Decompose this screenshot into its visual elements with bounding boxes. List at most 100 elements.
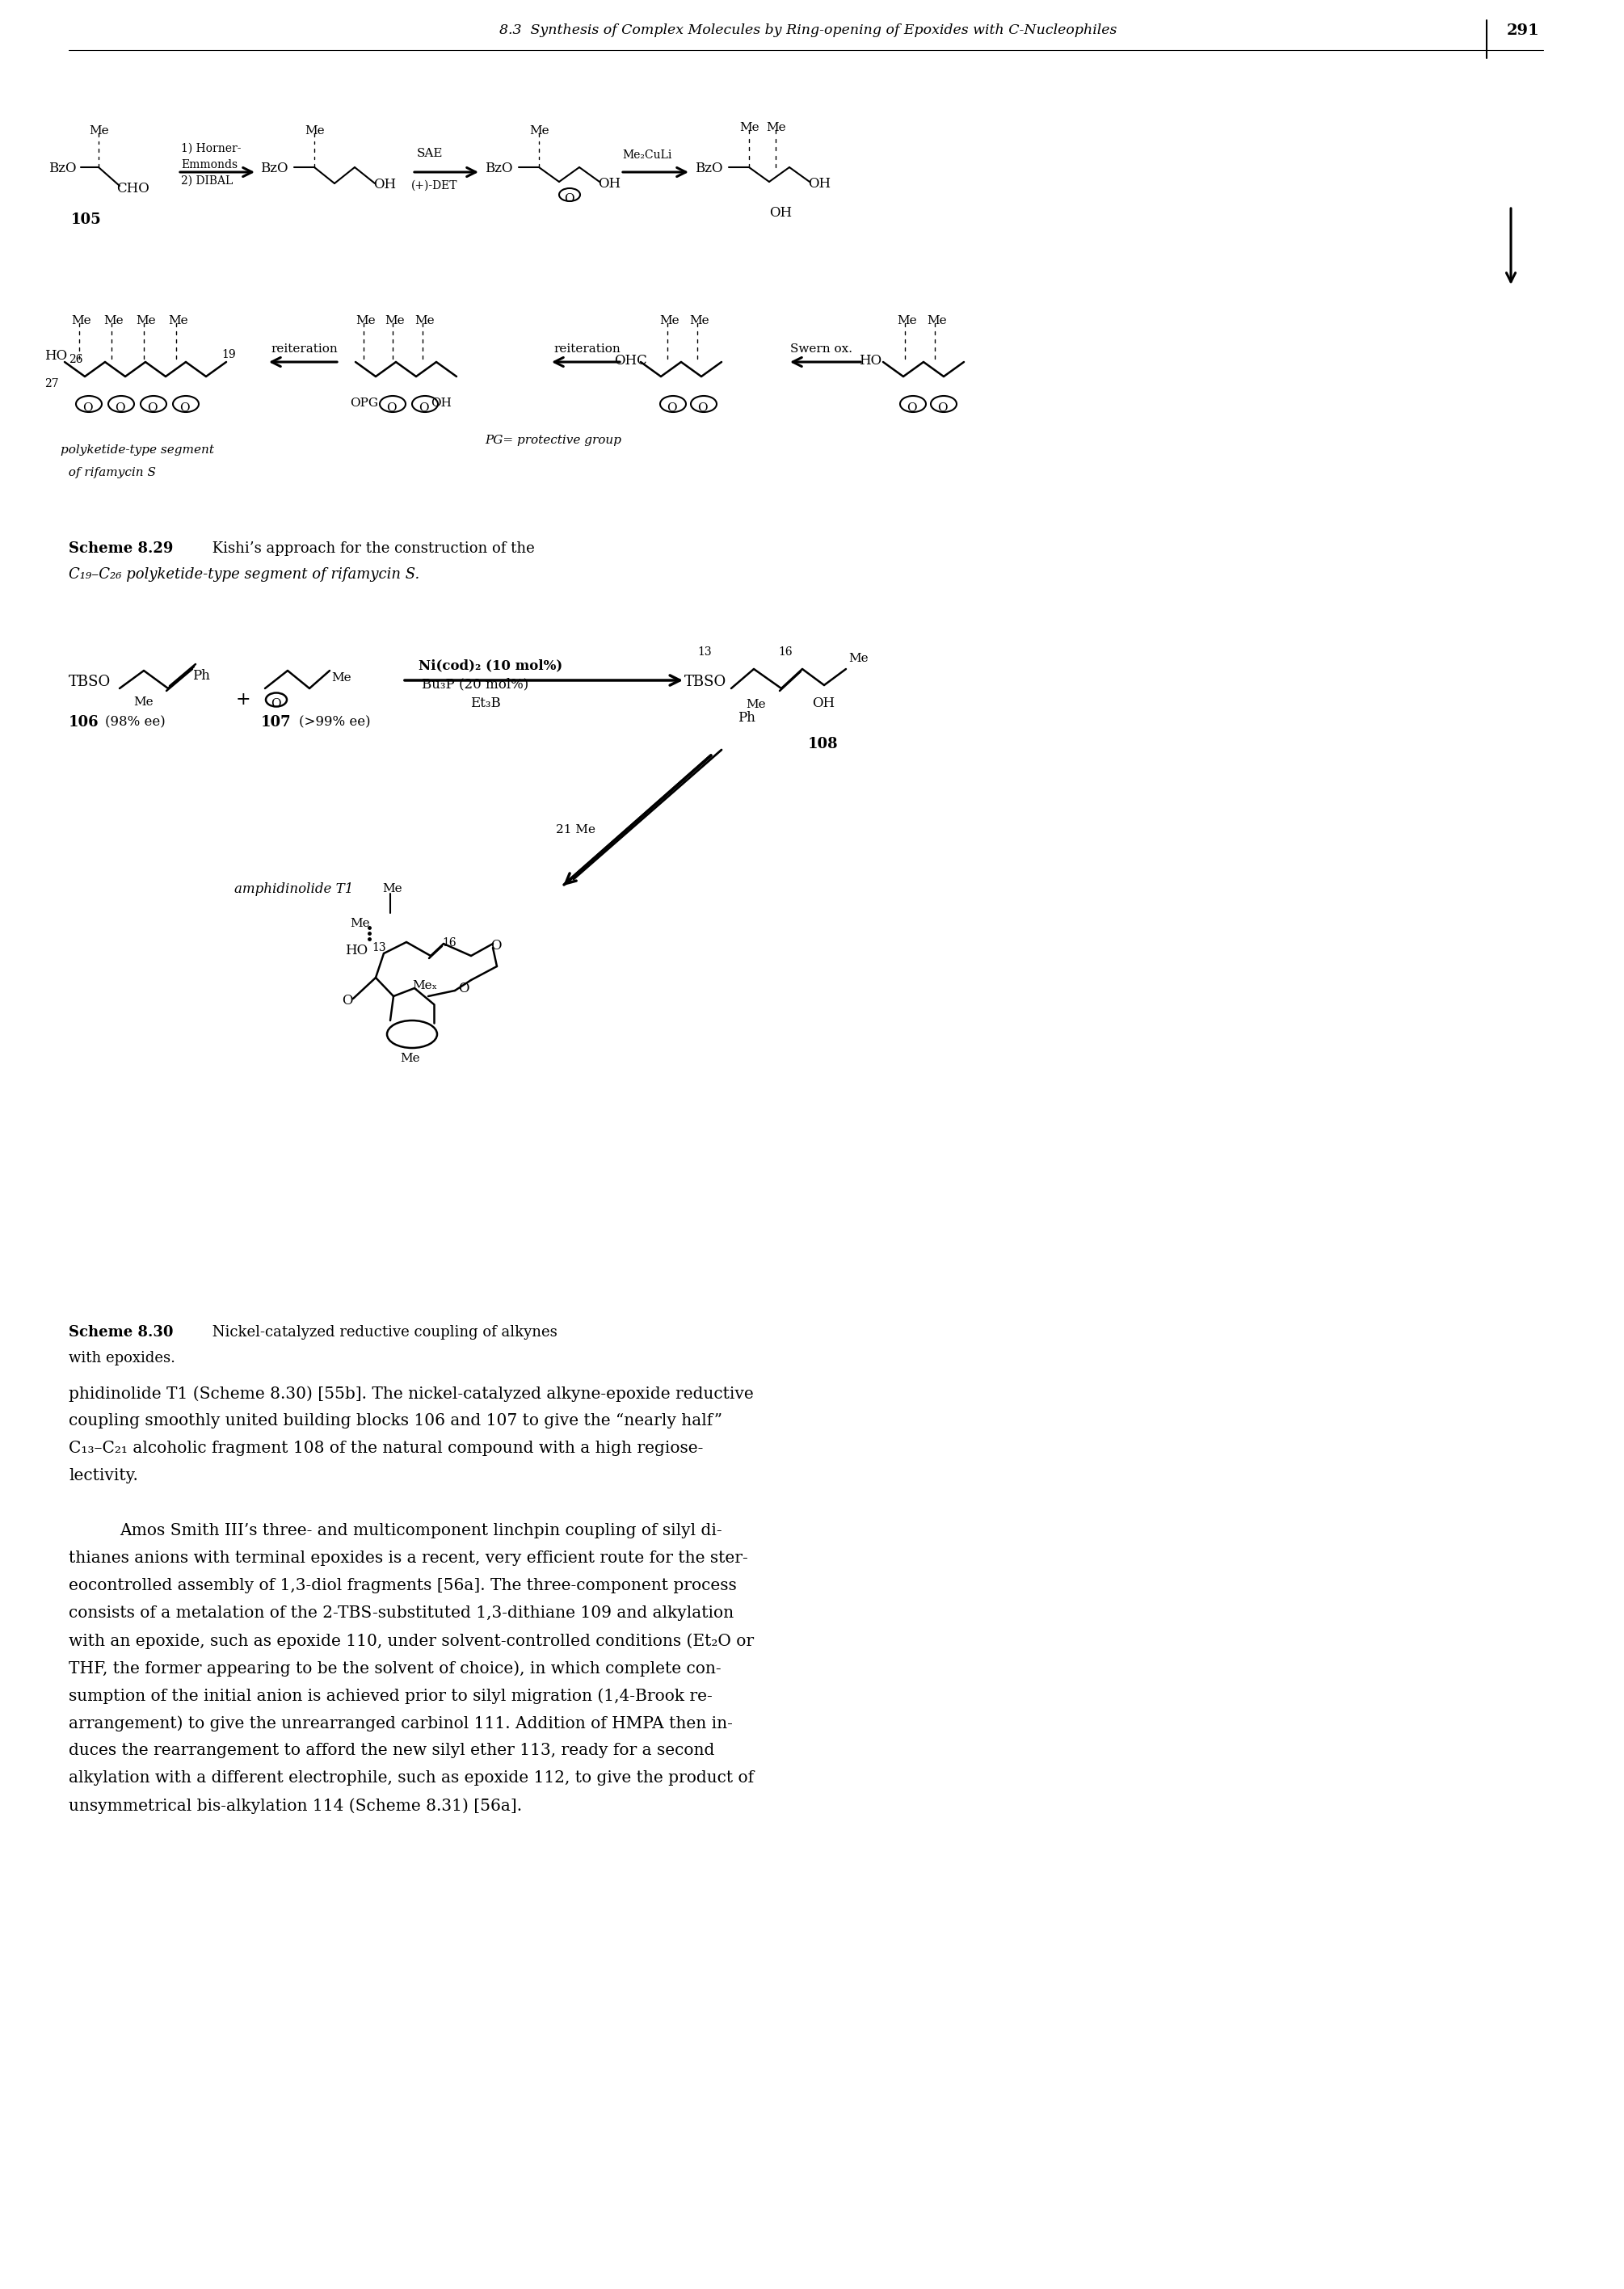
Text: HO: HO bbox=[859, 355, 882, 369]
Text: Me: Me bbox=[71, 316, 91, 327]
Text: 291: 291 bbox=[1507, 23, 1540, 39]
Text: CHO: CHO bbox=[117, 181, 149, 195]
Text: consists of a metalation of the 2-TBS-substituted 1,3-dithiane 109 and alkylatio: consists of a metalation of the 2-TBS-su… bbox=[68, 1605, 734, 1621]
Text: TBSO: TBSO bbox=[68, 675, 110, 689]
Text: Me: Me bbox=[767, 121, 786, 133]
Text: 106: 106 bbox=[68, 714, 99, 730]
Text: O: O bbox=[341, 993, 352, 1007]
Text: Me: Me bbox=[305, 126, 325, 137]
Text: Kishi’s approach for the construction of the: Kishi’s approach for the construction of… bbox=[208, 540, 534, 556]
Text: with epoxides.: with epoxides. bbox=[68, 1351, 175, 1367]
Text: Me: Me bbox=[848, 652, 869, 664]
Text: polyketide-type segment: polyketide-type segment bbox=[60, 444, 214, 456]
Text: O: O bbox=[906, 403, 916, 414]
Text: 19: 19 bbox=[221, 348, 235, 359]
Text: OH: OH bbox=[812, 696, 835, 710]
Text: O: O bbox=[490, 938, 502, 952]
Text: TBSO: TBSO bbox=[684, 675, 726, 689]
Text: Me: Me bbox=[382, 884, 403, 895]
Text: BzO: BzO bbox=[695, 163, 723, 176]
Text: coupling smoothly united building blocks 106 and 107 to give the “nearly half”: coupling smoothly united building blocks… bbox=[68, 1412, 723, 1428]
Text: 13: 13 bbox=[697, 645, 711, 657]
Text: arrangement) to give the unrearranged carbinol 111. Addition of HMPA then in-: arrangement) to give the unrearranged ca… bbox=[68, 1714, 732, 1730]
Text: Emmonds: Emmonds bbox=[180, 160, 237, 169]
Text: Me: Me bbox=[927, 316, 947, 327]
Text: OPG: OPG bbox=[349, 398, 378, 410]
Text: 26: 26 bbox=[68, 355, 83, 366]
Text: Me: Me bbox=[331, 673, 351, 684]
Text: 13: 13 bbox=[372, 943, 387, 955]
Text: Amos Smith III’s three- and multicomponent linchpin coupling of silyl di-: Amos Smith III’s three- and multicompone… bbox=[120, 1522, 723, 1538]
Text: Nickel-catalyzed reductive coupling of alkynes: Nickel-catalyzed reductive coupling of a… bbox=[208, 1325, 557, 1339]
Text: Me: Me bbox=[356, 316, 375, 327]
Text: O: O bbox=[564, 192, 575, 204]
Text: HO: HO bbox=[44, 348, 67, 362]
Text: Me: Me bbox=[529, 126, 549, 137]
Text: 16: 16 bbox=[442, 936, 456, 948]
Text: O: O bbox=[937, 403, 947, 414]
Text: O: O bbox=[697, 403, 708, 414]
Text: 21 Me: 21 Me bbox=[555, 824, 596, 835]
Text: lectivity.: lectivity. bbox=[68, 1467, 138, 1483]
Text: sumption of the initial anion is achieved prior to silyl migration (1,4-Brook re: sumption of the initial anion is achieve… bbox=[68, 1687, 713, 1703]
Text: Bu₃P (20 mol%): Bu₃P (20 mol%) bbox=[422, 678, 528, 691]
Text: with an epoxide, such as epoxide 110, under solvent-controlled conditions (Et₂O : with an epoxide, such as epoxide 110, un… bbox=[68, 1632, 754, 1648]
Text: THF, the former appearing to be the solvent of choice), in which complete con-: THF, the former appearing to be the solv… bbox=[68, 1660, 721, 1676]
Text: Me: Me bbox=[689, 316, 710, 327]
Text: Me₂CuLi: Me₂CuLi bbox=[622, 149, 672, 160]
Text: Me: Me bbox=[745, 698, 765, 710]
Text: O: O bbox=[83, 403, 93, 414]
Text: of rifamycin S: of rifamycin S bbox=[60, 467, 156, 478]
Text: Swern ox.: Swern ox. bbox=[791, 343, 853, 355]
Text: Ph: Ph bbox=[192, 668, 209, 682]
Text: 1) Horner-: 1) Horner- bbox=[180, 142, 242, 153]
Text: duces the rearrangement to afford the new silyl ether 113, ready for a second: duces the rearrangement to afford the ne… bbox=[68, 1742, 715, 1758]
Text: 27: 27 bbox=[44, 378, 58, 389]
Text: Me: Me bbox=[136, 316, 156, 327]
Text: 108: 108 bbox=[809, 737, 838, 751]
Text: phidinolide T1 (Scheme 8.30) [55b]. The nickel-catalyzed alkyne-epoxide reductiv: phidinolide T1 (Scheme 8.30) [55b]. The … bbox=[68, 1385, 754, 1401]
Text: Scheme 8.29: Scheme 8.29 bbox=[68, 540, 174, 556]
Text: Me: Me bbox=[896, 316, 916, 327]
Text: Me: Me bbox=[167, 316, 188, 327]
Text: O: O bbox=[271, 698, 281, 710]
Text: (>99% ee): (>99% ee) bbox=[299, 714, 370, 728]
Text: Me: Me bbox=[659, 316, 679, 327]
Text: OH: OH bbox=[770, 206, 793, 220]
Text: C₁₉–C₂₆ polyketide-type segment of rifamycin S.: C₁₉–C₂₆ polyketide-type segment of rifam… bbox=[68, 568, 419, 581]
Text: 16: 16 bbox=[778, 645, 793, 657]
Text: O: O bbox=[115, 403, 125, 414]
Text: BzO: BzO bbox=[49, 163, 76, 176]
Text: OH: OH bbox=[598, 176, 620, 190]
Text: OH: OH bbox=[430, 398, 451, 410]
Text: C₁₃–C₂₁ alcoholic fragment 108 of the natural compound with a high regiose-: C₁₃–C₂₁ alcoholic fragment 108 of the na… bbox=[68, 1440, 703, 1456]
Text: O: O bbox=[458, 982, 469, 996]
Text: HO: HO bbox=[344, 943, 367, 957]
Text: Me: Me bbox=[414, 316, 434, 327]
Text: SAE: SAE bbox=[417, 149, 443, 160]
Text: Me: Me bbox=[89, 126, 109, 137]
Text: BzO: BzO bbox=[260, 163, 287, 176]
Text: BzO: BzO bbox=[486, 163, 513, 176]
Text: thianes anions with terminal epoxides is a recent, very efficient route for the : thianes anions with terminal epoxides is… bbox=[68, 1550, 749, 1566]
Text: 105: 105 bbox=[71, 213, 102, 227]
Text: eocontrolled assembly of 1,3-diol fragments [56a]. The three-component process: eocontrolled assembly of 1,3-diol fragme… bbox=[68, 1577, 737, 1593]
Text: reiteration: reiteration bbox=[271, 343, 338, 355]
Text: (+)-DET: (+)-DET bbox=[411, 181, 458, 192]
Text: Et₃B: Et₃B bbox=[471, 696, 500, 710]
Text: O: O bbox=[387, 403, 396, 414]
Text: Ni(cod)₂ (10 mol%): Ni(cod)₂ (10 mol%) bbox=[419, 659, 562, 673]
Text: Me: Me bbox=[104, 316, 123, 327]
Text: 8.3  Synthesis of Complex Molecules by Ring-opening of Epoxides with C-Nucleophi: 8.3 Synthesis of Complex Molecules by Ri… bbox=[499, 23, 1117, 37]
Text: Me: Me bbox=[739, 121, 758, 133]
Text: O: O bbox=[148, 403, 158, 414]
Text: O: O bbox=[666, 403, 677, 414]
Text: amphidinolide T1: amphidinolide T1 bbox=[234, 881, 354, 895]
Text: 107: 107 bbox=[261, 714, 291, 730]
Text: 2) DIBAL: 2) DIBAL bbox=[180, 176, 232, 188]
Text: unsymmetrical bis-alkylation 114 (Scheme 8.31) [56a].: unsymmetrical bis-alkylation 114 (Scheme… bbox=[68, 1797, 521, 1813]
Text: Me: Me bbox=[349, 918, 370, 929]
Text: Meₓ: Meₓ bbox=[412, 980, 437, 991]
Text: alkylation with a different electrophile, such as epoxide 112, to give the produ: alkylation with a different electrophile… bbox=[68, 1769, 754, 1785]
Text: OH: OH bbox=[374, 179, 396, 192]
